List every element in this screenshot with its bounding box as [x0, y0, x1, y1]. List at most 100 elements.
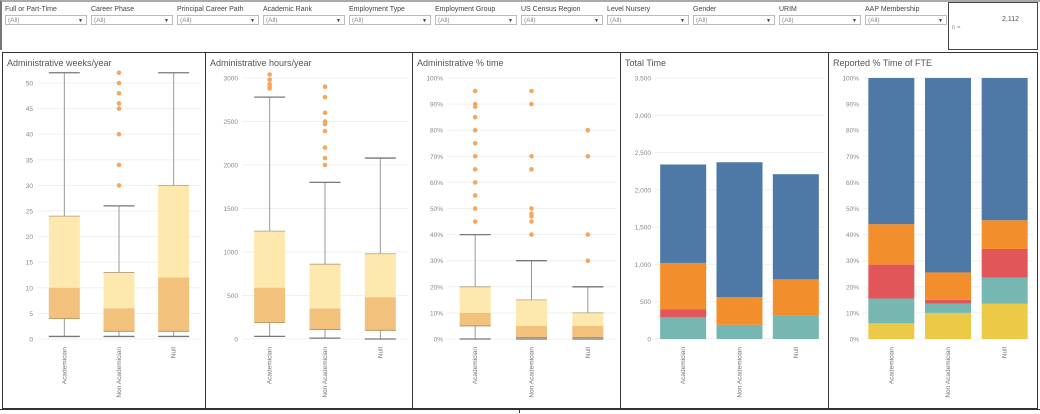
y-tick-label: 30: [26, 183, 34, 190]
filter-value: (All): [266, 17, 278, 24]
box-lower: [572, 325, 604, 338]
bar-segment-orange: [772, 279, 819, 316]
x-category-label: Null: [171, 346, 178, 358]
filter-dropdown[interactable]: (All) ▼: [435, 15, 517, 25]
box-upper: [103, 272, 135, 309]
outlier-point: [116, 101, 122, 106]
y-tick-label: 500: [640, 299, 651, 306]
filter-principal-career-path: Principal Career Path (All) ▼: [177, 5, 259, 25]
box-lower: [364, 297, 396, 331]
outlier-point: [267, 72, 272, 77]
caret-down-icon[interactable]: ▼: [680, 18, 685, 24]
outlier-point: [529, 211, 534, 217]
filter-value: (All): [610, 17, 622, 24]
y-tick-label: 50%: [846, 206, 859, 213]
caret-down-icon[interactable]: ▼: [594, 18, 599, 24]
bar-segment-blue: [772, 174, 819, 280]
x-category-label: Non Academician: [116, 347, 123, 398]
x-category-label: Null: [585, 346, 592, 358]
outlier-point: [472, 206, 478, 211]
filter-value: (All): [868, 17, 880, 24]
outlier-point: [472, 219, 478, 224]
box-upper: [309, 264, 341, 309]
filter-dropdown[interactable]: (All) ▼: [5, 15, 87, 25]
bar-segment-orange: [660, 262, 707, 310]
caret-down-icon[interactable]: ▼: [422, 18, 427, 24]
filter-dropdown[interactable]: (All) ▼: [349, 15, 431, 25]
caret-down-icon[interactable]: ▼: [508, 18, 513, 24]
filter-dropdown[interactable]: (All) ▼: [177, 15, 259, 25]
outlier-point: [472, 101, 478, 107]
filter-dropdown[interactable]: (All) ▼: [865, 15, 947, 25]
outlier-point: [116, 70, 122, 76]
panel-admin-pct: Administrative % time 0% 10% 20% 30% 40% 50% 6…: [412, 52, 621, 409]
caret-down-icon[interactable]: ▼: [766, 18, 771, 24]
y-tick-label: 80%: [846, 128, 859, 135]
y-tick-label: 10: [26, 285, 34, 292]
bar-segment-orange: [868, 224, 915, 265]
x-category-label: Non Academician: [945, 347, 952, 398]
caret-down-icon[interactable]: ▼: [336, 18, 341, 24]
outlier-point: [529, 167, 534, 172]
filter-label: Gender: [693, 6, 717, 13]
filter-dropdown[interactable]: (All) ▼: [263, 15, 345, 25]
filter-label: Career Phase: [91, 6, 135, 13]
filter-employment-type: Employment Type (All) ▼: [349, 5, 431, 25]
filter-us-census-region: US Census Region (All) ▼: [521, 5, 603, 25]
outlier-point: [529, 154, 534, 159]
y-tick-label: 40%: [430, 232, 443, 239]
filter-dropdown[interactable]: (All) ▼: [693, 15, 775, 25]
panel-total-time: Total Time 0 500 1,000 1,500 2,000 2,500 3,000…: [620, 52, 829, 409]
bar-segment-red: [925, 299, 971, 304]
y-tick-label: 1,000: [635, 262, 652, 269]
filter-dropdown[interactable]: (All) ▼: [91, 15, 173, 25]
chart-title: Administrative weeks/year: [7, 58, 112, 68]
caret-down-icon[interactable]: ▼: [78, 18, 83, 24]
bar-segment-red: [981, 248, 1028, 278]
box-upper: [158, 185, 190, 278]
bar-segment-blue: [716, 162, 763, 298]
chart-title: Reported % Time of FTE: [833, 58, 933, 68]
bar-segment-orange: [716, 297, 763, 325]
bar-segment-teal: [868, 298, 915, 324]
caret-down-icon[interactable]: ▼: [164, 18, 169, 24]
y-tick-label: 20%: [430, 284, 443, 291]
filter-value: (All): [696, 17, 708, 24]
y-tick-label: 1,500: [635, 225, 652, 232]
box-lower: [309, 308, 341, 330]
y-tick-label: 2000: [224, 163, 239, 170]
filter-dropdown[interactable]: (All) ▼: [607, 15, 689, 25]
filter-academic-rank: Academic Rank (All) ▼: [263, 5, 345, 25]
y-tick-label: 80%: [430, 128, 443, 135]
x-category-label: Academician: [680, 347, 687, 385]
bar-segment-blue: [925, 78, 971, 273]
outlier-point: [585, 154, 591, 159]
bar-segment-yellow: [925, 312, 971, 339]
caret-down-icon[interactable]: ▼: [250, 18, 255, 24]
filter-value: (All): [524, 17, 536, 24]
record-count-value: 2,112: [1002, 16, 1019, 23]
filter-dropdown[interactable]: (All) ▼: [779, 15, 861, 25]
filter-label: Full or Part-Time: [5, 6, 57, 13]
outlier-point: [472, 167, 478, 172]
outlier-point: [322, 162, 328, 168]
y-tick-label: 40: [26, 132, 34, 139]
bar-segment-blue: [660, 164, 707, 263]
y-tick-label: 50: [26, 81, 34, 88]
outlier-point: [267, 81, 272, 87]
caret-down-icon[interactable]: ▼: [852, 18, 857, 24]
caret-down-icon[interactable]: ▼: [938, 18, 943, 24]
filter-value: (All): [352, 17, 364, 24]
bar-segment-teal: [772, 315, 819, 339]
panel-admin-hours: Administrative hours/year 0 500 1000 1500 20…: [205, 52, 413, 409]
box-upper: [572, 312, 604, 326]
y-tick-label: 35: [26, 157, 34, 164]
filter-dropdown[interactable]: (All) ▼: [521, 15, 603, 25]
bar-segment-blue: [981, 78, 1028, 221]
bar-segment-blue: [868, 78, 915, 225]
y-tick-label: 90%: [430, 102, 443, 109]
x-category-label: Academician: [61, 347, 68, 385]
filter-label: Principal Career Path: [177, 6, 244, 13]
filter-bar: [0, 0, 1040, 50]
y-tick-label: 90%: [846, 102, 859, 109]
